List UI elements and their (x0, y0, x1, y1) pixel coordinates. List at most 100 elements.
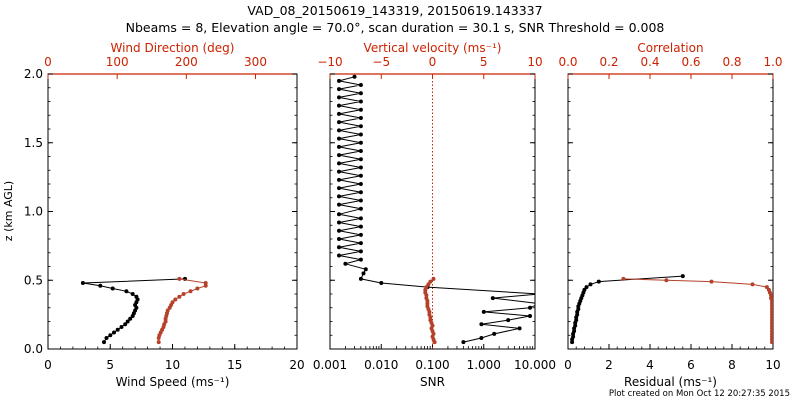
data-point (337, 161, 341, 166)
data-point (358, 83, 363, 87)
data-point (479, 322, 484, 327)
data-point (358, 206, 363, 211)
data-point (584, 285, 589, 290)
panel-1: 0 5 10 15 20 Wind Speed (ms⁻¹) 0 100 200 300 Wind … (24, 41, 305, 389)
data-point (125, 319, 130, 324)
data-point (110, 286, 115, 291)
x-axis-label: Wind Speed (ms⁻¹) (116, 375, 230, 389)
data-point (492, 331, 497, 336)
series-line (338, 76, 535, 343)
data-point (203, 281, 208, 285)
figure-title-line1: VAD_08_20150619_143319, 20150619.143337 (247, 3, 542, 18)
data-point (361, 271, 366, 276)
series-vertical-velocity (423, 276, 437, 345)
y-tick-label: 0.0 (24, 342, 43, 356)
data-point (337, 245, 341, 250)
data-point (358, 99, 363, 104)
data-point (358, 224, 363, 229)
data-point (337, 177, 341, 182)
data-point (337, 103, 341, 108)
data-point (130, 292, 135, 296)
data-point (358, 249, 363, 254)
data-point (337, 153, 341, 158)
top-tick-label: 0.8 (722, 55, 741, 69)
data-point (124, 289, 129, 294)
top-axis-label: Wind Direction (deg) (111, 41, 235, 55)
data-point (479, 336, 484, 340)
data-point (358, 107, 363, 112)
bottom-tick-label: 20 (289, 358, 304, 372)
bottom-tick-label: 0.010 (364, 358, 398, 372)
bottom-tick-label: 10 (165, 358, 180, 372)
y-tick-label: 0.5 (24, 273, 43, 287)
data-point (379, 281, 384, 285)
bottom-tick-label: 8 (728, 358, 736, 372)
bottom-tick-label: 2 (605, 358, 613, 372)
data-point (358, 241, 363, 246)
data-point (709, 279, 714, 284)
figure-title-line2: Nbeams = 8, Elevation angle = 70.0°, sca… (126, 20, 665, 35)
data-point (582, 287, 587, 292)
data-point (104, 336, 109, 340)
data-point (352, 74, 357, 79)
top-tick-label: 1.0 (763, 55, 782, 69)
data-point (358, 149, 363, 153)
data-point (119, 325, 124, 329)
data-point (170, 300, 175, 305)
panel-3: 0 2 4 6 8 10 Residual (ms⁻¹) 0.0 0.2 0.4 0.6 0.8 1.0… (558, 41, 782, 389)
series-snr (337, 74, 535, 345)
data-point (173, 297, 178, 302)
top-tick-label: 0 (429, 55, 437, 69)
series-wind-direction (156, 276, 208, 345)
data-point (425, 304, 430, 309)
x-axis-label: SNR (420, 375, 445, 389)
top-axis-label: Correlation (637, 41, 703, 55)
bottom-tick-label: 10.000 (514, 358, 556, 372)
data-point (358, 182, 363, 186)
top-tick-label: 200 (175, 55, 198, 69)
data-point (337, 169, 341, 174)
panel-frame (47, 73, 298, 350)
x-axis-label: Residual (ms⁻¹) (624, 375, 717, 389)
data-point (358, 190, 363, 195)
data-point (358, 276, 363, 281)
data-point (112, 330, 116, 335)
data-point (358, 257, 363, 262)
bottom-tick-label: 0 (564, 358, 572, 372)
data-point (481, 309, 486, 314)
data-point (680, 274, 685, 279)
top-tick-label: 100 (106, 55, 129, 69)
bottom-tick-label: 0.001 (313, 358, 347, 372)
top-tick-label: 5 (480, 55, 488, 69)
data-point (431, 276, 436, 281)
top-tick-label: 10 (527, 55, 542, 69)
data-point (528, 305, 532, 310)
top-tick-label: −10 (317, 55, 342, 69)
series-correlation (621, 276, 773, 345)
data-point (115, 327, 120, 332)
data-point (358, 232, 363, 237)
data-point (621, 276, 626, 281)
data-point (181, 292, 186, 296)
data-point (664, 278, 669, 283)
data-point (337, 212, 341, 217)
data-point (528, 314, 532, 318)
top-tick-label: 0.2 (599, 55, 618, 69)
bottom-tick-label: 4 (646, 358, 654, 372)
data-point (337, 128, 341, 133)
series-line (623, 278, 773, 343)
top-tick-label: 0 (44, 55, 52, 69)
top-tick-label: 0.0 (558, 55, 577, 69)
data-point (766, 287, 771, 292)
data-point (337, 220, 341, 225)
data-point (596, 279, 601, 284)
data-point (98, 283, 103, 288)
data-point (358, 91, 363, 96)
top-axis-label: Vertical velocity (ms⁻¹) (364, 41, 502, 55)
data-point (337, 136, 341, 141)
data-point (337, 78, 341, 83)
data-point (343, 261, 348, 266)
top-tick-label: 0.4 (640, 55, 659, 69)
data-point (203, 283, 208, 288)
bottom-tick-label: 15 (227, 358, 242, 372)
